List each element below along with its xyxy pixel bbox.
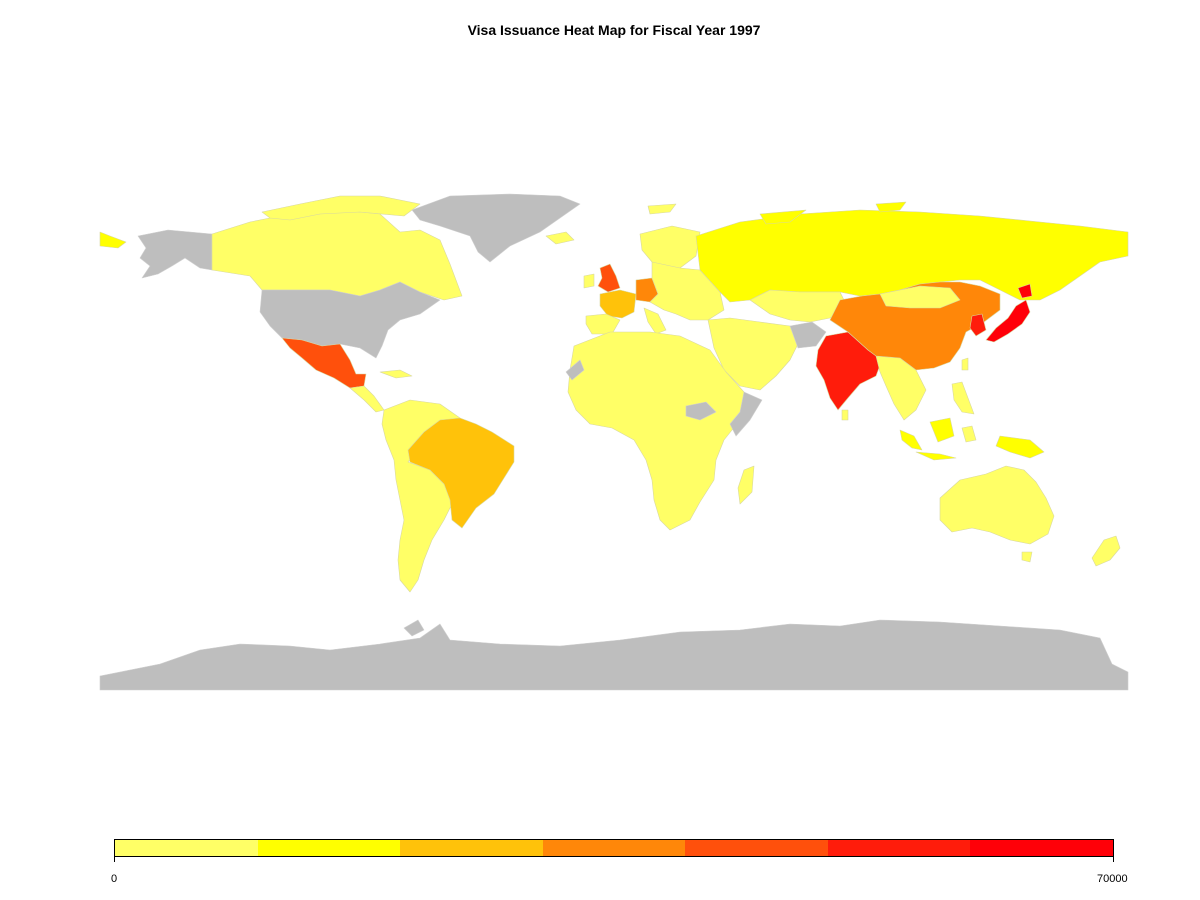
region-sudan-patch [685, 401, 717, 421]
region-indonesia-east [961, 425, 977, 443]
region-middle-east [707, 317, 801, 391]
legend-min-tick [114, 857, 115, 862]
region-tasmania [1021, 551, 1033, 563]
region-greenland [411, 193, 581, 263]
region-brazil [407, 417, 515, 529]
color-scale-legend [114, 839, 1114, 857]
region-italy [643, 307, 667, 335]
region-western-sahara [565, 359, 585, 381]
legend-swatch-2 [400, 840, 543, 856]
region-ireland [583, 273, 595, 289]
legend-max-tick [1113, 857, 1114, 862]
legend-swatch-3 [542, 840, 686, 856]
region-canada [211, 209, 463, 301]
region-indonesia-java [915, 451, 957, 461]
legend-max-label: 70000 [1097, 873, 1128, 885]
region-france [599, 289, 637, 319]
region-japan-north [1017, 283, 1033, 299]
region-afghanistan [789, 321, 827, 349]
region-somalia [729, 391, 763, 437]
region-new-zealand [1091, 535, 1121, 567]
region-mongolia [879, 285, 961, 309]
legend-swatch-6 [970, 840, 1114, 856]
region-chukotka-edge [99, 231, 127, 249]
legend-swatch-5 [827, 840, 971, 856]
region-alaska [137, 229, 213, 279]
region-madagascar [737, 465, 755, 505]
region-central-america [349, 385, 385, 413]
region-antarctica [99, 619, 1129, 691]
region-taiwan [961, 357, 969, 371]
map-title: Visa Issuance Heat Map for Fiscal Year 1… [467, 22, 761, 38]
region-antarctic-island [403, 619, 425, 637]
region-indonesia-sumatra [899, 429, 923, 451]
region-korea [969, 313, 987, 337]
legend-swatch-1 [257, 840, 401, 856]
region-canada-arctic [261, 195, 421, 221]
region-cuba [379, 369, 413, 379]
region-united-kingdom [597, 263, 621, 293]
region-japan [985, 299, 1031, 343]
region-mexico [281, 337, 367, 389]
region-new-guinea [995, 435, 1045, 459]
legend-min-label: 0 [111, 873, 118, 885]
region-africa [567, 331, 759, 531]
region-australia [939, 465, 1055, 545]
region-svalbard [647, 203, 677, 215]
region-philippines [951, 381, 975, 415]
region-novaya-zemlya [759, 209, 807, 225]
region-scandinavia [639, 225, 701, 271]
legend-swatch-0 [115, 840, 258, 856]
region-indonesia-borneo [929, 417, 955, 443]
legend-swatch-4 [685, 840, 828, 856]
region-sri-lanka [841, 409, 849, 421]
region-siberian-islands [875, 201, 907, 213]
region-iceland [545, 231, 575, 245]
